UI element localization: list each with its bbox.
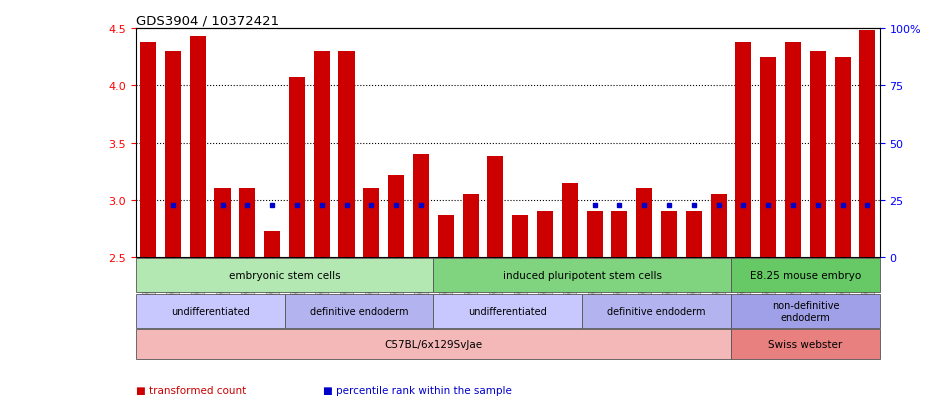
Bar: [810, 52, 826, 258]
Text: undifferentiated: undifferentiated: [468, 306, 548, 316]
Text: non-definitive
endoderm: non-definitive endoderm: [771, 300, 840, 322]
Bar: [587, 212, 603, 258]
Bar: [136, 259, 433, 292]
Bar: [537, 212, 553, 258]
Text: Swiss webster: Swiss webster: [768, 339, 842, 349]
Text: embryonic stem cells: embryonic stem cells: [228, 271, 341, 280]
Bar: [433, 294, 582, 328]
Bar: [264, 231, 280, 258]
Bar: [611, 212, 627, 258]
Text: undifferentiated: undifferentiated: [170, 306, 250, 316]
Bar: [731, 294, 880, 328]
Bar: [339, 52, 355, 258]
Bar: [731, 330, 880, 359]
Text: GDS3904 / 10372421: GDS3904 / 10372421: [136, 15, 279, 28]
Bar: [636, 189, 652, 258]
Bar: [710, 195, 726, 258]
Bar: [835, 57, 851, 258]
Bar: [433, 259, 731, 292]
Bar: [859, 31, 875, 258]
Bar: [289, 78, 305, 258]
Bar: [165, 52, 181, 258]
Bar: [785, 43, 801, 258]
Bar: [240, 189, 256, 258]
Bar: [686, 212, 702, 258]
Text: ■ percentile rank within the sample: ■ percentile rank within the sample: [323, 385, 512, 395]
Bar: [462, 195, 478, 258]
Bar: [512, 215, 528, 258]
Text: induced pluripotent stem cells: induced pluripotent stem cells: [503, 271, 662, 280]
Bar: [413, 155, 429, 258]
Bar: [388, 175, 404, 258]
Bar: [438, 215, 454, 258]
Bar: [582, 294, 731, 328]
Bar: [214, 189, 230, 258]
Text: definitive endoderm: definitive endoderm: [607, 306, 706, 316]
Bar: [731, 259, 880, 292]
Text: ■ transformed count: ■ transformed count: [136, 385, 246, 395]
Bar: [136, 330, 731, 359]
Bar: [314, 52, 329, 258]
Bar: [488, 157, 504, 258]
Text: E8.25 mouse embryo: E8.25 mouse embryo: [750, 271, 861, 280]
Bar: [736, 43, 752, 258]
Bar: [136, 294, 285, 328]
Bar: [760, 57, 776, 258]
Text: C57BL/6x129SvJae: C57BL/6x129SvJae: [385, 339, 482, 349]
Bar: [285, 294, 433, 328]
Bar: [190, 37, 206, 258]
Text: definitive endoderm: definitive endoderm: [310, 306, 408, 316]
Bar: [562, 183, 578, 258]
Bar: [363, 189, 379, 258]
Bar: [661, 212, 677, 258]
Bar: [140, 43, 156, 258]
